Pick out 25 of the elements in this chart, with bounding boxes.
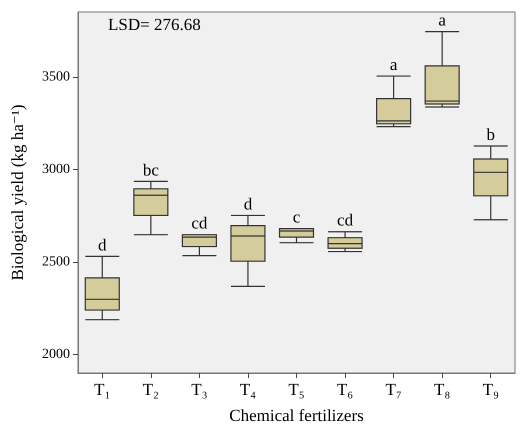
annotation: d — [244, 194, 253, 214]
x-tick-label: T₁ — [94, 380, 110, 399]
x-tick-label: T₆ — [336, 380, 354, 399]
x-tick-label: T₅ — [288, 380, 305, 399]
annotation: b — [486, 125, 495, 144]
y-axis-title: Biological yield (kg ha⁻¹) — [8, 104, 27, 281]
x-tick-label: T₈ — [434, 380, 450, 399]
x-tick-label: T₇ — [385, 380, 402, 399]
y-tick-label: 2500 — [42, 254, 70, 270]
annotation: a — [390, 55, 398, 74]
x-tick-label: T₂ — [142, 380, 159, 399]
annotation: c — [292, 208, 301, 227]
x-axis-title: Chemical fertilizers — [229, 406, 364, 425]
annotation: bc — [142, 160, 160, 180]
annotation: a — [438, 10, 446, 30]
x-tick-label: T₃ — [191, 380, 208, 399]
annotation: d — [98, 235, 108, 254]
annotation: cd — [191, 214, 208, 233]
y-tick-label: 2000 — [42, 346, 70, 362]
y-tick-label: 3500 — [42, 69, 70, 84]
annotation: LSD= 276.68 — [108, 15, 201, 34]
annotation: cd — [337, 210, 354, 230]
y-tick-label: 3000 — [42, 162, 70, 177]
x-tick-label: T₉ — [482, 380, 499, 399]
x-tick-label: T₄ — [240, 380, 256, 399]
